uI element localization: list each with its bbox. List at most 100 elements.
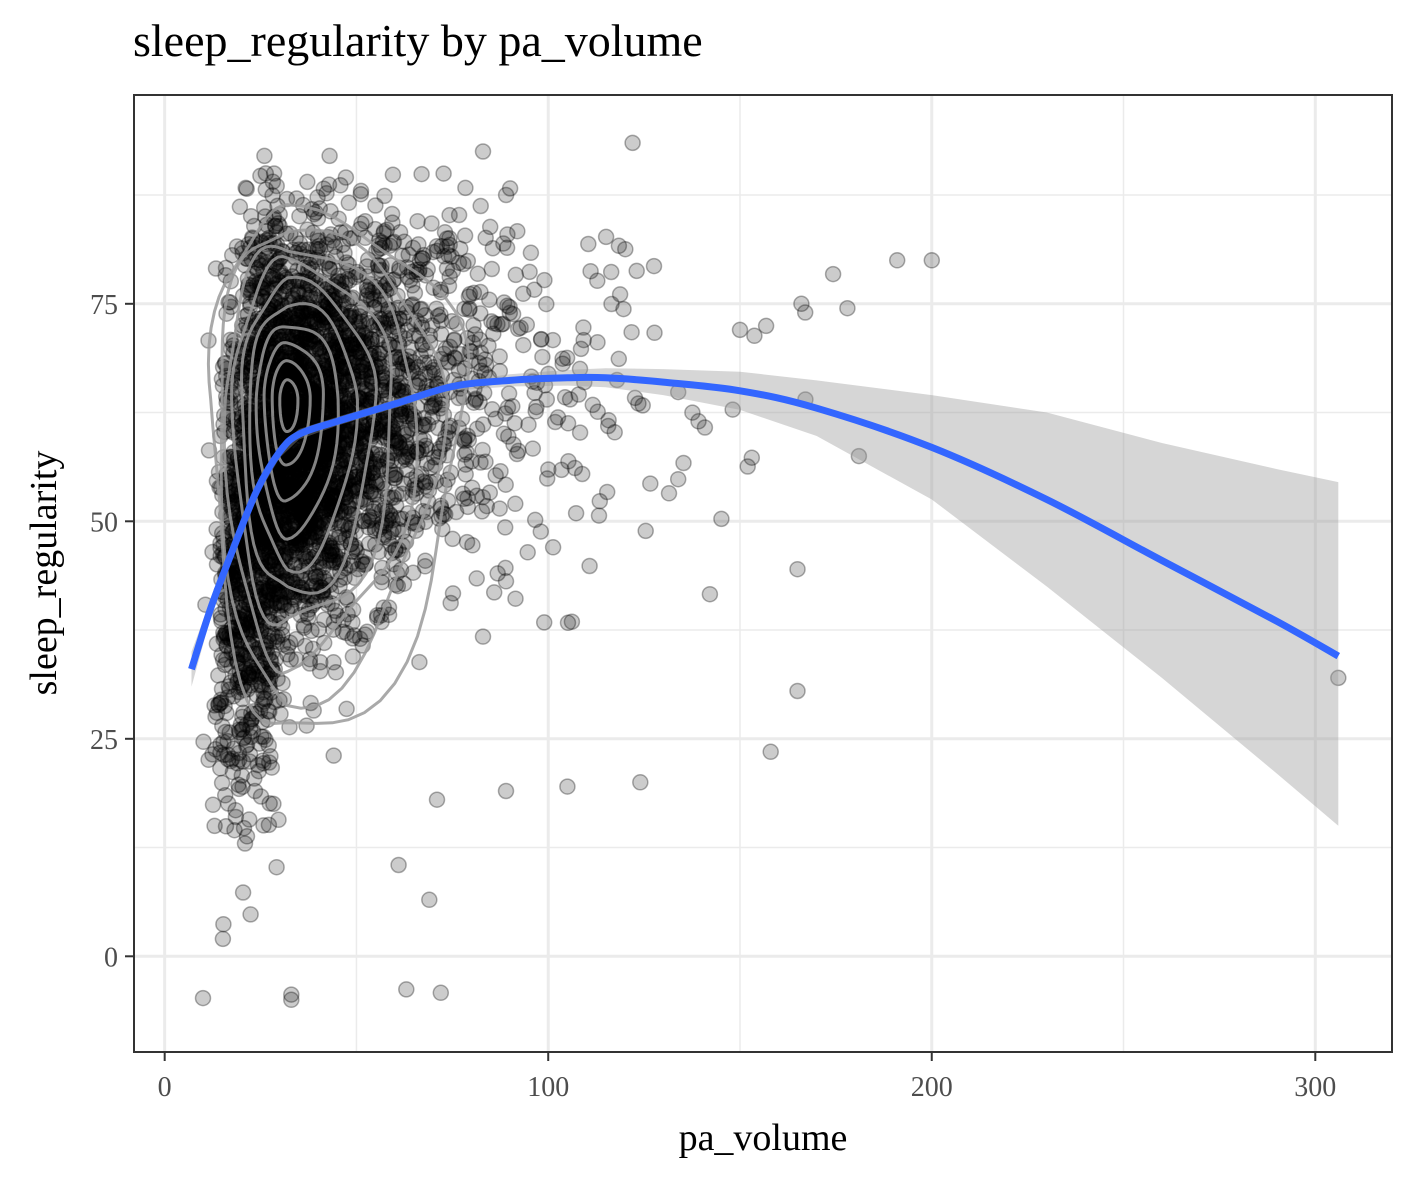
data-point xyxy=(238,716,255,733)
data-point xyxy=(265,597,283,614)
data-point xyxy=(624,134,641,152)
data-point xyxy=(207,741,224,758)
data-point xyxy=(274,509,292,526)
data-point xyxy=(213,646,230,664)
data-point xyxy=(417,552,434,569)
data-point xyxy=(570,386,587,403)
data-point xyxy=(329,542,346,560)
data-point xyxy=(509,222,526,240)
data-point xyxy=(307,566,324,583)
data-point xyxy=(646,324,663,342)
data-point xyxy=(260,754,278,771)
data-point xyxy=(252,167,269,185)
data-point xyxy=(559,778,576,795)
data-point xyxy=(260,737,277,754)
data-point xyxy=(796,304,814,321)
data-point xyxy=(293,332,311,349)
data-point xyxy=(413,418,431,435)
data-point xyxy=(423,317,441,334)
data-point xyxy=(292,506,310,524)
data-point xyxy=(535,614,553,631)
data-point xyxy=(626,389,644,407)
data-point xyxy=(304,486,321,503)
data-point xyxy=(507,266,525,284)
data-point xyxy=(305,518,323,535)
data-point xyxy=(465,317,482,334)
data-point xyxy=(283,310,301,327)
data-point xyxy=(757,317,775,335)
data-point xyxy=(219,795,237,812)
data-point xyxy=(440,277,458,295)
data-point xyxy=(395,575,413,592)
data-point xyxy=(346,468,364,486)
data-point xyxy=(521,263,538,281)
data-point xyxy=(416,365,434,383)
data-point xyxy=(298,717,315,734)
data-point xyxy=(309,232,327,250)
data-point xyxy=(236,835,254,852)
data-point xyxy=(441,236,458,254)
data-point xyxy=(485,584,503,601)
data-point xyxy=(268,858,285,876)
data-point xyxy=(354,370,372,387)
data-point xyxy=(731,321,749,339)
data-point xyxy=(602,263,620,281)
data-point xyxy=(499,399,517,416)
data-point xyxy=(487,467,504,484)
data-point xyxy=(489,315,506,333)
data-point xyxy=(279,646,296,663)
data-point xyxy=(307,568,324,585)
data-point xyxy=(474,628,492,645)
data-point xyxy=(467,390,484,408)
data-point xyxy=(308,335,325,353)
y-tick-label: 75 xyxy=(90,290,118,321)
grid-major xyxy=(134,95,1392,1052)
data-point xyxy=(485,325,502,343)
data-point xyxy=(534,348,551,366)
data-point xyxy=(234,753,252,770)
data-point xyxy=(572,340,590,358)
data-point xyxy=(241,745,259,763)
data-point xyxy=(306,313,324,330)
data-point xyxy=(314,307,332,324)
data-point xyxy=(428,242,446,260)
data-point xyxy=(432,281,449,298)
data-point xyxy=(237,179,254,197)
data-point xyxy=(575,331,592,349)
data-point xyxy=(221,724,238,741)
data-point xyxy=(287,630,305,648)
y-tick-label: 25 xyxy=(90,725,118,756)
data-point xyxy=(432,984,450,1002)
data-point xyxy=(292,497,309,514)
data-point xyxy=(597,228,615,246)
data-point xyxy=(598,483,616,501)
data-point xyxy=(474,143,492,160)
data-point xyxy=(254,752,272,769)
data-point xyxy=(194,989,212,1007)
data-point xyxy=(335,387,352,405)
data-point xyxy=(630,395,647,412)
data-point xyxy=(332,177,349,194)
data-point xyxy=(296,500,314,517)
data-point xyxy=(515,336,532,354)
data-point xyxy=(472,344,489,361)
data-point xyxy=(441,268,458,285)
data-point xyxy=(301,650,319,668)
data-point xyxy=(514,285,532,303)
data-point xyxy=(210,696,227,713)
data-point xyxy=(472,305,489,322)
data-point xyxy=(335,611,352,629)
data-point xyxy=(370,345,388,362)
data-point xyxy=(404,239,422,257)
data-point xyxy=(238,736,256,754)
data-point xyxy=(412,301,429,318)
data-point xyxy=(204,796,222,814)
data-point xyxy=(235,819,253,837)
data-point xyxy=(263,625,281,643)
data-point xyxy=(582,262,599,280)
data-point xyxy=(499,226,516,243)
data-point xyxy=(291,533,308,550)
data-point xyxy=(359,391,376,408)
data-point xyxy=(477,229,494,247)
data-point xyxy=(610,350,628,368)
